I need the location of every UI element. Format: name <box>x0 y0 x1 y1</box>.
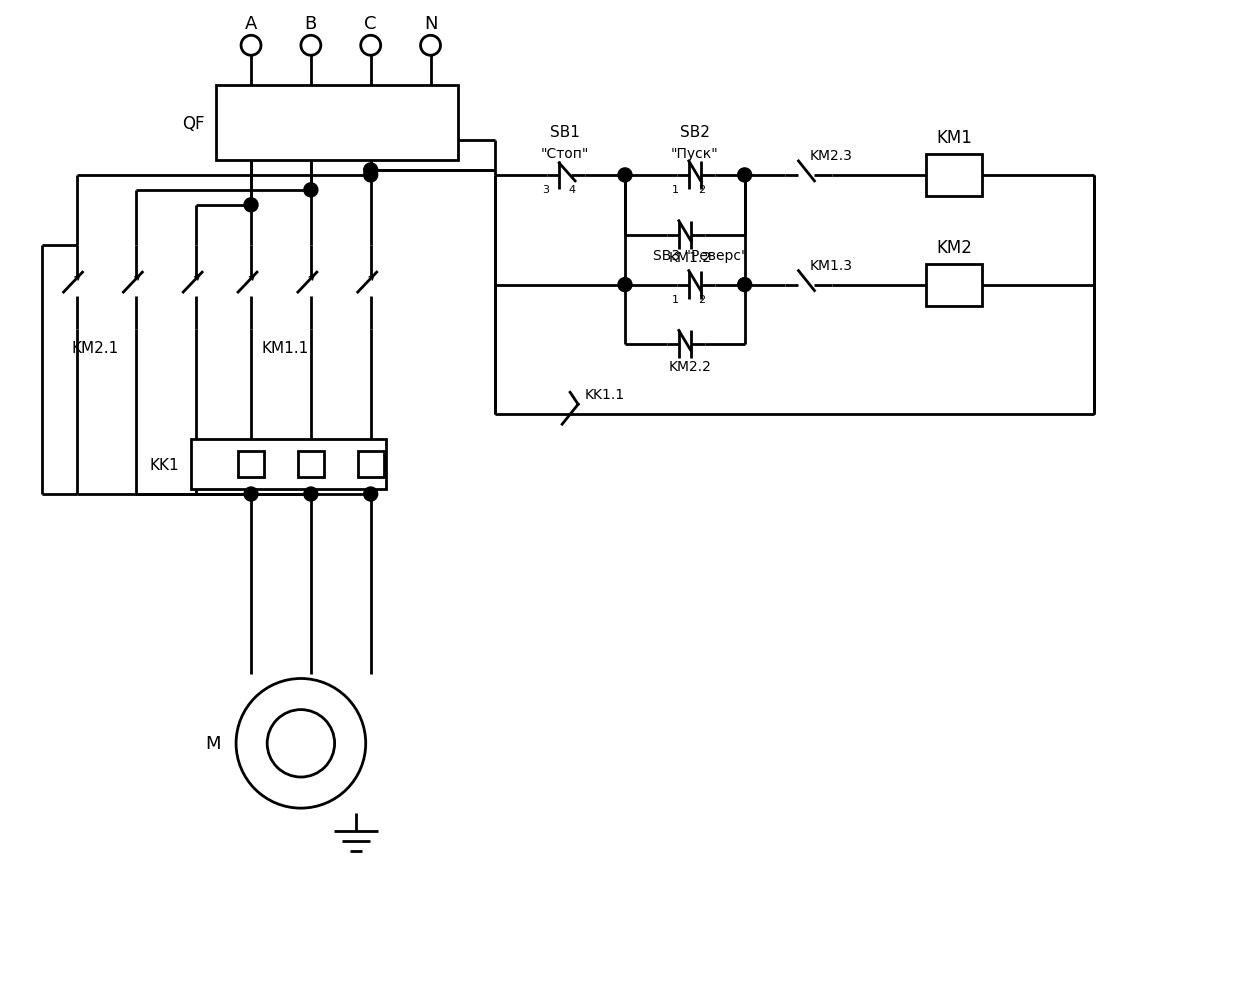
Circle shape <box>618 278 632 292</box>
Text: 2: 2 <box>699 294 705 304</box>
Bar <box>358 451 384 477</box>
Text: SB1: SB1 <box>550 124 580 139</box>
Text: KM2.2: KM2.2 <box>668 360 711 374</box>
Text: KM1.1: KM1.1 <box>261 341 309 356</box>
Text: KM2: KM2 <box>937 239 973 256</box>
Text: 2: 2 <box>699 185 705 195</box>
Text: B: B <box>305 15 317 33</box>
Circle shape <box>364 164 378 178</box>
Circle shape <box>304 487 318 502</box>
Text: 1: 1 <box>672 294 678 304</box>
Circle shape <box>737 169 752 183</box>
Text: SB3 "Реверс": SB3 "Реверс" <box>653 248 747 262</box>
Text: KK1: KK1 <box>150 457 180 472</box>
Circle shape <box>618 169 632 183</box>
Bar <box>297 451 323 477</box>
Bar <box>191 439 385 489</box>
Text: "Пуск": "Пуск" <box>670 147 719 161</box>
Circle shape <box>364 169 378 183</box>
Text: 1: 1 <box>672 185 678 195</box>
Circle shape <box>244 487 258 502</box>
Text: 3: 3 <box>541 185 549 195</box>
Text: KM2.3: KM2.3 <box>809 149 852 163</box>
Text: "Стоп": "Стоп" <box>541 147 590 161</box>
Text: 4: 4 <box>569 185 576 195</box>
Circle shape <box>237 679 366 808</box>
Text: KM1.3: KM1.3 <box>809 258 852 272</box>
Text: C: C <box>364 15 377 33</box>
Bar <box>926 155 983 197</box>
Text: A: A <box>245 15 258 33</box>
Circle shape <box>364 487 378 502</box>
Text: KK1.1: KK1.1 <box>585 388 626 402</box>
Bar <box>216 86 458 161</box>
Text: M: M <box>206 735 221 752</box>
Text: QF: QF <box>182 114 204 132</box>
Circle shape <box>737 278 752 292</box>
Text: KM1: KM1 <box>937 129 973 147</box>
Text: KM2.1: KM2.1 <box>72 341 119 356</box>
Bar <box>926 264 983 306</box>
Bar <box>238 451 264 477</box>
Text: SB2: SB2 <box>680 124 710 139</box>
Circle shape <box>244 199 258 213</box>
Text: KM1.2: KM1.2 <box>668 250 711 264</box>
Text: N: N <box>424 15 437 33</box>
Circle shape <box>304 184 318 198</box>
